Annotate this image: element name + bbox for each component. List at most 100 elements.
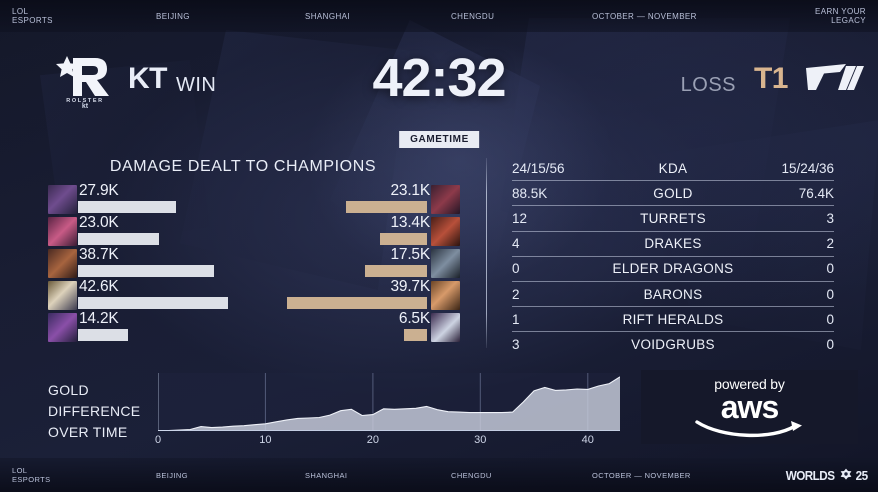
kt-rolster-logo: ROLSTER kt: [55, 52, 119, 110]
promo-item-dates: OCTOBER — NOVEMBER: [592, 11, 697, 21]
stat-label: VOIDGRUBS: [631, 337, 715, 353]
gold-difference-label: GOLD DIFFERENCE OVER TIME: [48, 380, 140, 443]
damage-value-left: 14.2K: [79, 310, 119, 327]
stat-value-left: 4: [512, 236, 520, 252]
top-promo-bar: LOL ESPORTS BEIJING SHANGHAI CHENGDU OCT…: [0, 0, 878, 32]
gold-difference-label-line2: DIFFERENCE: [48, 403, 141, 419]
stat-value-right: 0: [826, 286, 834, 302]
svg-text:ROLSTER: ROLSTER: [66, 98, 103, 104]
stat-row: 1 RIFT HERALDS 0: [512, 307, 834, 333]
damage-rows: 27.9K 23.1K 23.0K 13.4K 38.7K 17.5K 42.6K 39.7K…: [0, 182, 486, 344]
left-team-result: WIN: [176, 74, 217, 96]
damage-row: 23.0K 13.4K: [0, 214, 486, 248]
aws-smile-icon: [694, 419, 802, 437]
promo-item-shanghai-bottom: SHANGHAI: [305, 470, 348, 480]
gold-chart-tick-label: 30: [474, 434, 487, 446]
stat-value-left: 0: [512, 261, 520, 277]
aws-powered-by-text: powered by: [714, 375, 785, 392]
stat-label: RIFT HERALDS: [622, 311, 724, 327]
gold-chart-x-axis: 0 10 20 30 40: [154, 434, 620, 450]
stat-label: TURRETS: [640, 210, 706, 226]
stat-value-right: 2: [826, 236, 834, 252]
gold-chart-tick-label: 40: [581, 434, 594, 446]
gold-difference-label-line3: OVER TIME: [48, 424, 128, 440]
gold-difference-chart: [157, 373, 621, 432]
promo-item-lol-esports-bottom: LOL ESPORTS: [12, 466, 51, 484]
damage-value-right: 13.4K: [390, 214, 430, 231]
promo-item-shanghai: SHANGHAI: [305, 11, 350, 21]
gold-chart-tick-label: 0: [154, 434, 162, 446]
stat-value-right: 3: [826, 210, 834, 226]
damage-row: 27.9K 23.1K: [0, 182, 486, 216]
champion-portrait-5: [48, 313, 77, 342]
right-team-name: T1: [753, 62, 789, 95]
stat-value-right: 0: [826, 337, 834, 353]
gametime-value: 42:32: [372, 48, 506, 108]
damage-bar-right: [287, 297, 427, 309]
promo-item-chengdu: CHENGDU: [451, 11, 495, 21]
damage-bar-right: [365, 265, 427, 277]
lol-emblem-icon: [840, 468, 852, 480]
panel-divider: [486, 158, 487, 348]
promo-item-chengdu-bottom: CHENGDU: [451, 470, 492, 480]
aws-brand-text: aws: [720, 388, 779, 425]
worlds-logo: WORLDS 25: [783, 468, 868, 483]
gametime-label: GAMETIME: [399, 131, 479, 148]
worlds-text: WORLDS: [785, 467, 835, 483]
stat-value-left: 24/15/56: [512, 160, 565, 176]
damage-value-right: 17.5K: [390, 246, 430, 263]
damage-row: 14.2K 6.5K: [0, 310, 486, 344]
t1-logo: [802, 60, 864, 98]
stat-value-right: 0: [826, 311, 834, 327]
aws-sponsor-badge: powered by aws: [641, 370, 858, 444]
bottom-promo-bar: LOL ESPORTS BEIJING SHANGHAI CHENGDU OCT…: [0, 458, 878, 492]
stat-value-left: 2: [512, 286, 520, 302]
stat-row: 12 TURRETS 3: [512, 206, 834, 232]
stat-value-right: 76.4K: [798, 185, 834, 201]
stat-value-left: 1: [512, 311, 520, 327]
damage-bar-right: [345, 201, 427, 213]
damage-value-right: 39.7K: [390, 278, 430, 295]
damage-value-left: 42.6K: [79, 278, 119, 295]
stat-row: 2 BARONS 0: [512, 282, 834, 308]
stat-row: 3 VOIDGRUBS 0: [512, 332, 834, 357]
stat-value-left: 3: [512, 337, 520, 353]
damage-bar-left: [78, 201, 177, 213]
damage-value-left: 27.9K: [79, 182, 119, 199]
champion-portrait-6: [431, 185, 460, 214]
stat-value-right: 0: [826, 261, 834, 277]
gold-chart-tick-label: 20: [366, 434, 380, 446]
champion-portrait-7: [431, 217, 460, 246]
damage-row: 38.7K 17.5K: [0, 246, 486, 280]
damage-value-left: 23.0K: [79, 214, 119, 231]
damage-bar-right: [379, 233, 427, 245]
svg-text:kt: kt: [82, 103, 89, 108]
left-team-name: KT: [128, 62, 168, 95]
champion-portrait-9: [431, 281, 460, 310]
right-team-result: LOSS: [680, 74, 736, 96]
champion-portrait-4: [48, 281, 77, 310]
stat-label: GOLD: [653, 185, 693, 201]
damage-bar-left: [78, 233, 159, 245]
stat-label: KDA: [658, 160, 688, 176]
promo-item-beijing: BEIJING: [156, 11, 190, 21]
stat-value-right: 15/24/36: [781, 160, 834, 176]
damage-panel-title: DAMAGE DEALT TO CHAMPIONS: [109, 158, 377, 175]
champion-portrait-8: [431, 249, 460, 278]
stat-label: ELDER DRAGONS: [612, 261, 734, 277]
champion-portrait-1: [48, 185, 77, 214]
stat-row: 24/15/56 KDA 15/24/36: [512, 156, 834, 182]
gold-difference-label-line1: GOLD: [48, 382, 89, 398]
damage-value-right: 23.1K: [390, 182, 430, 199]
stat-value-left: 12: [512, 210, 528, 226]
damage-bar-left: [78, 297, 228, 309]
stats-table: 24/15/56 KDA 15/24/36 88.5K GOLD 76.4K 12 TURRE…: [512, 156, 834, 358]
champion-portrait-2: [48, 217, 77, 246]
damage-bar-left: [78, 265, 215, 277]
damage-bar-right: [404, 329, 427, 341]
champion-portrait-3: [48, 249, 77, 278]
promo-item-earn-your-legacy: EARN YOUR LEGACY: [814, 7, 866, 25]
promo-item-beijing-bottom: BEIJING: [156, 470, 188, 480]
stat-row: 0 ELDER DRAGONS 0: [512, 257, 834, 282]
